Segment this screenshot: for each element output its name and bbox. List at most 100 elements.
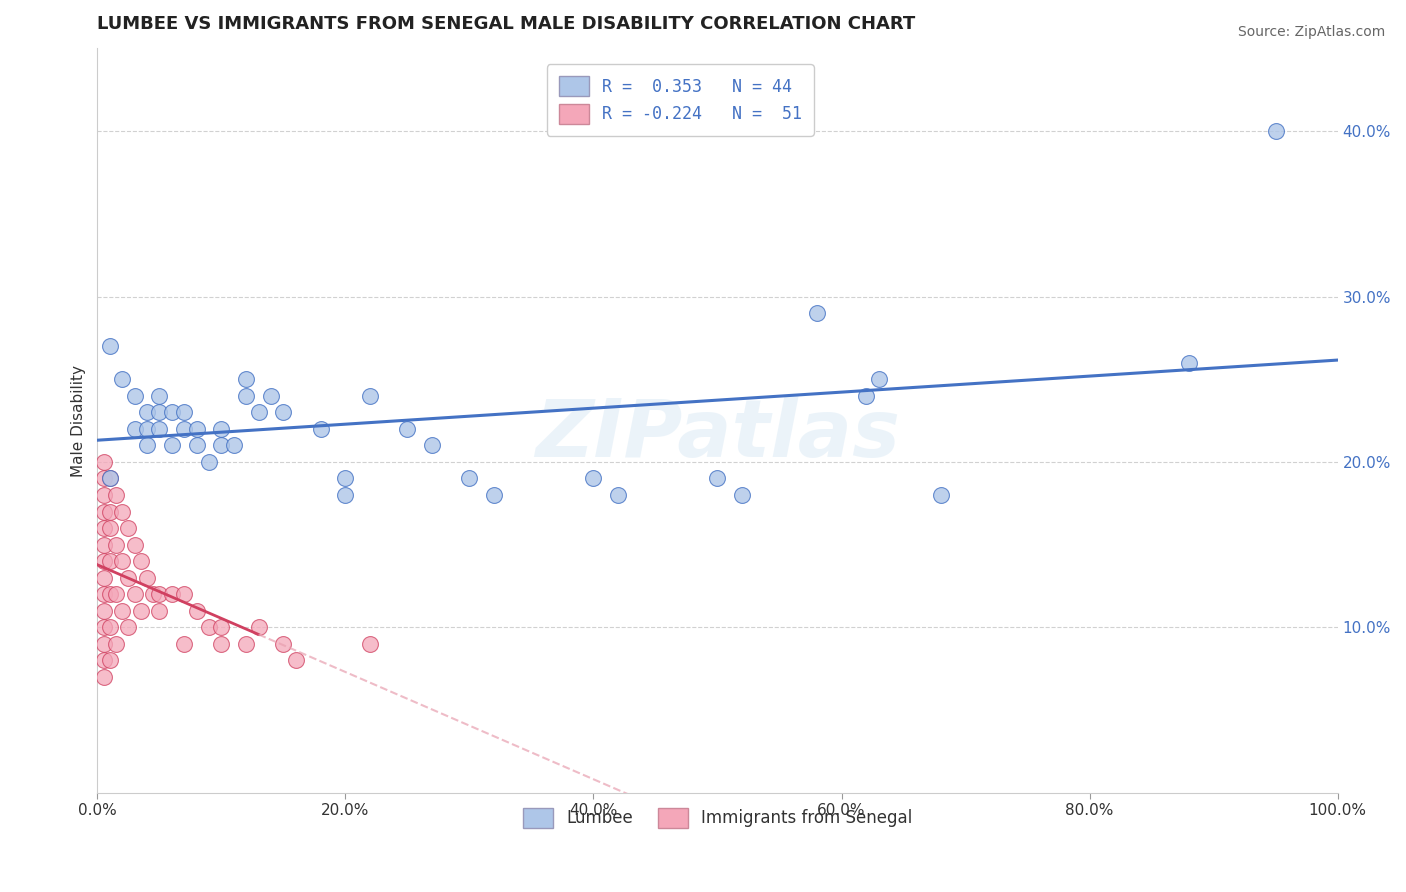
Legend: Lumbee, Immigrants from Senegal: Lumbee, Immigrants from Senegal	[515, 799, 921, 837]
Point	[111, 372, 134, 386]
Point	[136, 571, 159, 585]
Point	[98, 653, 121, 667]
Point	[396, 422, 419, 436]
Point	[731, 488, 754, 502]
Y-axis label: Male Disability: Male Disability	[72, 365, 86, 476]
Point	[93, 521, 115, 535]
Point	[855, 389, 877, 403]
Point	[247, 620, 270, 634]
Point	[111, 604, 134, 618]
Point	[93, 670, 115, 684]
Point	[98, 521, 121, 535]
Point	[117, 620, 139, 634]
Point	[607, 488, 630, 502]
Point	[186, 422, 208, 436]
Point	[98, 339, 121, 353]
Point	[129, 604, 152, 618]
Point	[235, 637, 257, 651]
Point	[209, 637, 232, 651]
Point	[209, 438, 232, 452]
Point	[309, 422, 332, 436]
Point	[186, 438, 208, 452]
Point	[111, 504, 134, 518]
Point	[198, 620, 221, 634]
Point	[209, 422, 232, 436]
Point	[93, 637, 115, 651]
Point	[104, 488, 127, 502]
Text: Source: ZipAtlas.com: Source: ZipAtlas.com	[1237, 25, 1385, 39]
Point	[148, 587, 170, 601]
Point	[209, 620, 232, 634]
Point	[117, 521, 139, 535]
Point	[98, 471, 121, 485]
Point	[173, 637, 195, 651]
Point	[359, 389, 381, 403]
Point	[136, 438, 159, 452]
Point	[582, 471, 605, 485]
Point	[198, 455, 221, 469]
Point	[706, 471, 728, 485]
Point	[98, 504, 121, 518]
Point	[98, 587, 121, 601]
Point	[273, 405, 295, 419]
Point	[93, 571, 115, 585]
Point	[247, 405, 270, 419]
Point	[148, 604, 170, 618]
Point	[160, 405, 183, 419]
Point	[806, 306, 828, 320]
Point	[173, 422, 195, 436]
Point	[1264, 124, 1286, 138]
Point	[93, 471, 115, 485]
Point	[124, 587, 146, 601]
Point	[93, 455, 115, 469]
Point	[284, 653, 307, 667]
Point	[148, 422, 170, 436]
Point	[93, 653, 115, 667]
Point	[160, 438, 183, 452]
Point	[359, 637, 381, 651]
Point	[93, 554, 115, 568]
Point	[111, 554, 134, 568]
Point	[335, 488, 357, 502]
Point	[186, 604, 208, 618]
Point	[136, 405, 159, 419]
Point	[93, 488, 115, 502]
Point	[160, 587, 183, 601]
Point	[104, 637, 127, 651]
Text: ZIPatlas: ZIPatlas	[536, 396, 900, 475]
Text: LUMBEE VS IMMIGRANTS FROM SENEGAL MALE DISABILITY CORRELATION CHART: LUMBEE VS IMMIGRANTS FROM SENEGAL MALE D…	[97, 15, 915, 33]
Point	[148, 389, 170, 403]
Point	[136, 422, 159, 436]
Point	[173, 405, 195, 419]
Point	[98, 620, 121, 634]
Point	[124, 389, 146, 403]
Point	[104, 538, 127, 552]
Point	[98, 471, 121, 485]
Point	[117, 571, 139, 585]
Point	[142, 587, 165, 601]
Point	[458, 471, 481, 485]
Point	[93, 587, 115, 601]
Point	[104, 587, 127, 601]
Point	[420, 438, 443, 452]
Point	[173, 587, 195, 601]
Point	[148, 405, 170, 419]
Point	[129, 554, 152, 568]
Point	[273, 637, 295, 651]
Point	[235, 372, 257, 386]
Point	[222, 438, 245, 452]
Point	[98, 554, 121, 568]
Point	[93, 620, 115, 634]
Point	[235, 389, 257, 403]
Point	[868, 372, 890, 386]
Point	[929, 488, 952, 502]
Point	[260, 389, 283, 403]
Point	[93, 604, 115, 618]
Point	[335, 471, 357, 485]
Point	[124, 422, 146, 436]
Point	[124, 538, 146, 552]
Point	[93, 504, 115, 518]
Point	[484, 488, 506, 502]
Point	[1178, 356, 1201, 370]
Point	[93, 538, 115, 552]
